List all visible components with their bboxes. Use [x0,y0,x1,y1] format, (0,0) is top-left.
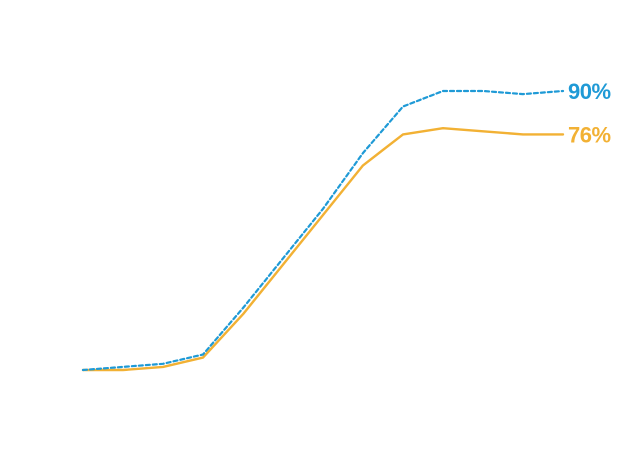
series-0-end-label: 90% [568,79,611,104]
end-labels: 90% 76% [568,79,611,147]
series-lines [83,91,563,370]
series-1-line [83,128,563,370]
series-1-end-label: 76% [568,122,611,147]
